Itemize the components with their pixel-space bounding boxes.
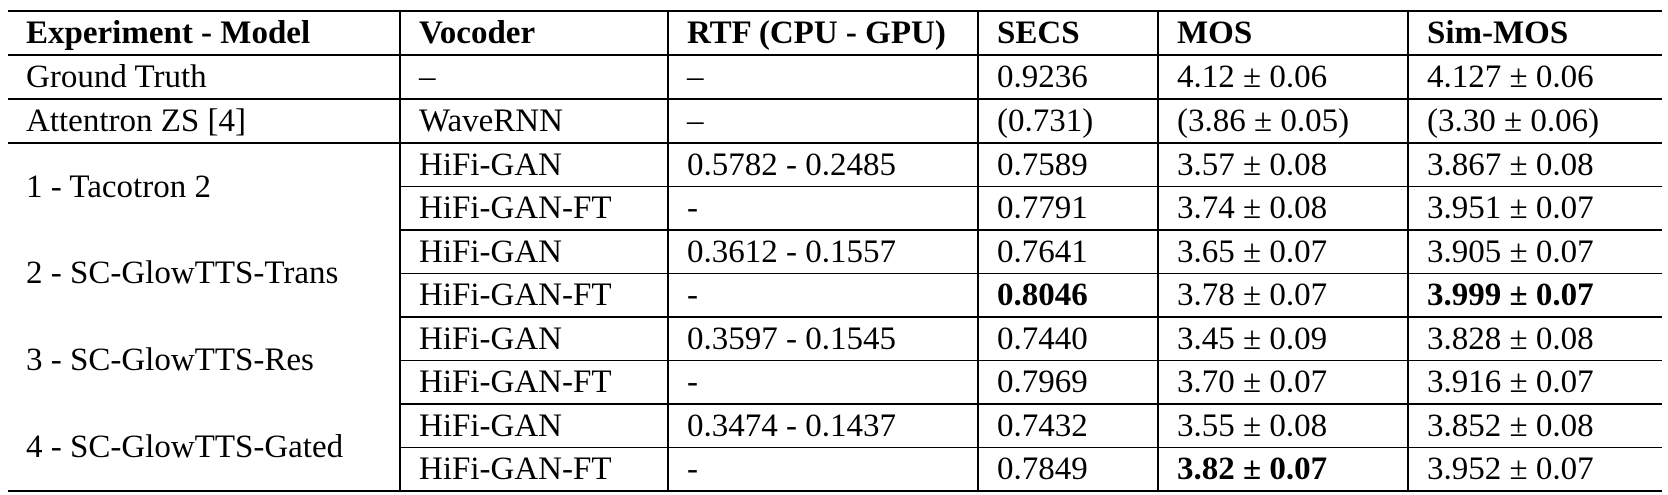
col-header-mos: MOS: [1157, 11, 1408, 56]
header-row: Experiment - Model Vocoder RTF (CPU - GP…: [8, 11, 1662, 56]
model-cell: 2 - SC-GlowTTS-Trans: [26, 255, 339, 292]
table-row: 3 - SC-GlowTTS-Res HiFi-GAN 0.3597 - 0.1…: [8, 317, 1662, 378]
table-row: 4 - SC-GlowTTS-Gated HiFi-GAN 0.3474 - 0…: [8, 404, 1662, 465]
rtf-cell: -: [667, 186, 978, 231]
secs-cell: 0.7969: [977, 360, 1158, 405]
table-row: HiFi-GAN-FT - 0.7849 3.82 ± 0.07 3.952 ±…: [8, 447, 1662, 491]
sim-mos-cell: 3.916 ± 0.07: [1407, 360, 1662, 405]
col-header-rtf: RTF (CPU - GPU): [667, 11, 978, 56]
sim-mos-cell: 4.127 ± 0.06: [1407, 55, 1662, 100]
vocoder-cell: HiFi-GAN-FT: [399, 273, 668, 318]
vocoder-cell: HiFi-GAN: [399, 317, 668, 361]
mos-cell: 3.70 ± 0.07: [1157, 360, 1408, 405]
table-row: 1 - Tacotron 2 HiFi-GAN 0.5782 - 0.2485 …: [8, 143, 1662, 205]
rtf-cell: 0.3474 - 0.1437: [667, 404, 978, 448]
secs-cell: 0.7791: [977, 186, 1158, 231]
mos-cell: 3.65 ± 0.07: [1157, 230, 1408, 274]
vocoder-cell: HiFi-GAN: [399, 230, 668, 274]
col-header-experiment-model: Experiment - Model: [8, 11, 400, 56]
model-cell: 3 - SC-GlowTTS-Res: [26, 342, 314, 379]
vocoder-cell: HiFi-GAN-FT: [399, 360, 668, 405]
rtf-cell: 0.3612 - 0.1557: [667, 230, 978, 274]
vocoder-cell: HiFi-GAN: [399, 404, 668, 448]
rtf-cell: –: [667, 55, 978, 100]
vocoder-cell: HiFi-GAN-FT: [399, 447, 668, 491]
model-cell: 1 - Tacotron 2: [26, 168, 211, 205]
col-header-vocoder: Vocoder: [399, 11, 668, 56]
table-row: Attentron ZS [4] WaveRNN – (0.731) (3.86…: [8, 99, 1662, 144]
secs-cell: (0.731): [977, 99, 1158, 144]
rtf-cell: –: [667, 99, 978, 144]
vocoder-cell: HiFi-GAN-FT: [399, 186, 668, 231]
model-cell: Attentron ZS [4]: [8, 99, 400, 144]
rtf-cell: 0.3597 - 0.1545: [667, 317, 978, 361]
secs-cell-best: 0.8046: [977, 273, 1158, 318]
table-row: HiFi-GAN-FT - 0.8046 3.78 ± 0.07 3.999 ±…: [8, 273, 1662, 318]
model-cell: Ground Truth: [8, 55, 400, 100]
vocoder-cell: WaveRNN: [399, 99, 668, 144]
rtf-cell: -: [667, 447, 978, 491]
rtf-cell: -: [667, 273, 978, 318]
col-header-sim-mos: Sim-MOS: [1407, 11, 1662, 56]
results-table: Experiment - Model Vocoder RTF (CPU - GP…: [8, 10, 1662, 492]
rtf-cell: 0.5782 - 0.2485: [667, 143, 978, 187]
secs-cell: 0.7589: [977, 143, 1158, 187]
sim-mos-cell: (3.30 ± 0.06): [1407, 99, 1662, 144]
table-row: 2 - SC-GlowTTS-Trans HiFi-GAN 0.3612 - 0…: [8, 230, 1662, 291]
mos-cell-best: 3.82 ± 0.07: [1157, 447, 1408, 491]
mos-cell: (3.86 ± 0.05): [1157, 99, 1408, 144]
sim-mos-cell: 3.828 ± 0.08: [1407, 317, 1662, 361]
table-row: Ground Truth – – 0.9236 4.12 ± 0.06 4.12…: [8, 55, 1662, 100]
mos-cell: 3.74 ± 0.08: [1157, 186, 1408, 231]
rtf-cell: -: [667, 360, 978, 405]
secs-cell: 0.7440: [977, 317, 1158, 361]
sim-mos-cell: 3.952 ± 0.07: [1407, 447, 1662, 491]
secs-cell: 0.7641: [977, 230, 1158, 274]
secs-cell: 0.7849: [977, 447, 1158, 491]
mos-cell: 4.12 ± 0.06: [1157, 55, 1408, 100]
table-row: HiFi-GAN-FT - 0.7791 3.74 ± 0.08 3.951 ±…: [8, 186, 1662, 231]
sim-mos-cell: 3.905 ± 0.07: [1407, 230, 1662, 274]
table-row: HiFi-GAN-FT - 0.7969 3.70 ± 0.07 3.916 ±…: [8, 360, 1662, 405]
secs-cell: 0.9236: [977, 55, 1158, 100]
sim-mos-cell-best: 3.999 ± 0.07: [1407, 273, 1662, 318]
col-header-secs: SECS: [977, 11, 1158, 56]
mos-cell: 3.45 ± 0.09: [1157, 317, 1408, 361]
mos-cell: 3.55 ± 0.08: [1157, 404, 1408, 448]
vocoder-cell: –: [399, 55, 668, 100]
vocoder-cell: HiFi-GAN: [399, 143, 668, 187]
sim-mos-cell: 3.867 ± 0.08: [1407, 143, 1662, 187]
mos-cell: 3.78 ± 0.07: [1157, 273, 1408, 318]
secs-cell: 0.7432: [977, 404, 1158, 448]
sim-mos-cell: 3.951 ± 0.07: [1407, 186, 1662, 231]
mos-cell: 3.57 ± 0.08: [1157, 143, 1408, 187]
model-cell: 4 - SC-GlowTTS-Gated: [26, 428, 344, 465]
sim-mos-cell: 3.852 ± 0.08: [1407, 404, 1662, 448]
